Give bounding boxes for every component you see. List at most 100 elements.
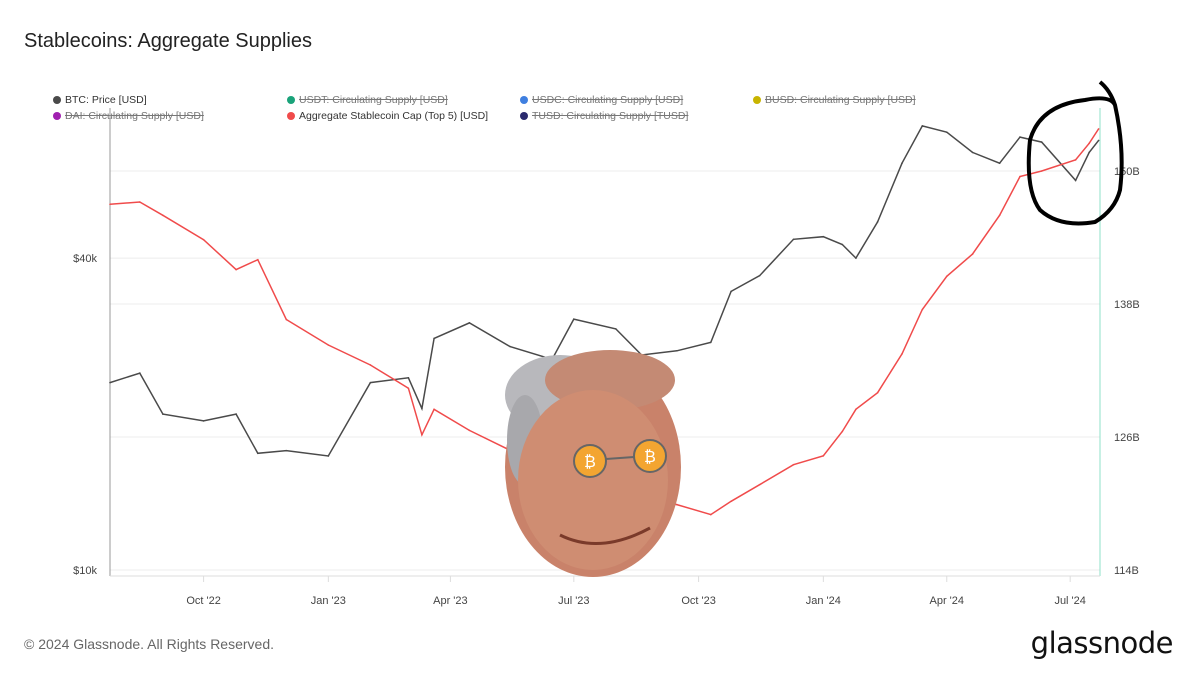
right-axis-tick-label: 150B [1114, 166, 1140, 178]
legend-btc-price[interactable]: BTC: Price [USD] [53, 94, 147, 106]
legend-dai[interactable]: DAI: Circulating Supply [USD] [53, 110, 204, 122]
stablecoin-cap-point [758, 483, 761, 486]
btc-price-point [921, 125, 924, 127]
btc-price-point [1074, 179, 1077, 182]
legend-busd[interactable]: BUSD: Circulating Supply [USD] [753, 94, 916, 106]
legend-dot-icon [520, 112, 528, 120]
x-axis-tick-label: Oct '23 [681, 595, 716, 607]
btc-price-point [433, 337, 435, 340]
btc-price-point [285, 449, 288, 452]
btc-price-point [1088, 151, 1090, 154]
stablecoin-cap-point [730, 500, 732, 503]
btc-price-point [676, 349, 678, 352]
stablecoin-cap-point [421, 433, 423, 436]
legend-dot-icon [53, 96, 61, 104]
btc-price-point [509, 345, 511, 348]
stablecoin-cap-point [676, 503, 678, 506]
chart-area: 114B 126B 138B 150B $10k $40k Oct '22 Jan '23 Ap… [73, 80, 1140, 607]
btc-price-point [257, 452, 259, 455]
btc-price-point [162, 413, 164, 415]
stablecoin-cap-point [285, 318, 288, 321]
stablecoin-cap-point [709, 513, 712, 516]
legend-usdc[interactable]: USDC: Circulating Supply [USD] [520, 94, 683, 106]
stablecoin-cap-point [945, 275, 948, 278]
stablecoin-cap-point [369, 364, 372, 366]
btc-price-point [876, 221, 879, 223]
x-axis-tick-label: Jul '23 [558, 595, 589, 607]
meme-face-image: ₿ ₿ [505, 350, 681, 577]
stablecoin-cap-point [1097, 128, 1100, 130]
stablecoin-cap-point [468, 429, 471, 432]
stablecoin-cap-point [235, 268, 237, 271]
btc-price-point [202, 420, 205, 422]
btc-price-point [1097, 139, 1100, 142]
right-axis-tick-label: 126B [1114, 432, 1140, 444]
btc-price-point [109, 381, 111, 384]
hand-drawn-circle-annotation [1026, 80, 1124, 226]
x-axis-tick-label: Jul '24 [1054, 595, 1085, 607]
stablecoin-cap-point [1088, 142, 1090, 145]
btc-price-point [792, 238, 795, 241]
stablecoin-cap-point [971, 253, 974, 255]
x-axis-tick-label: Apr '24 [929, 595, 964, 607]
stablecoin-cap-point [1040, 170, 1043, 172]
right-axis-tick-label: 138B [1114, 299, 1140, 311]
legend-aggregate-stablecoin-cap[interactable]: Aggregate Stablecoin Cap (Top 5) [USD] [287, 110, 488, 122]
stablecoin-cap-point [792, 463, 795, 466]
btc-price-point [235, 413, 237, 415]
btc-price-point [730, 290, 732, 293]
stablecoin-cap-point [855, 408, 857, 411]
stablecoin-cap-point [162, 214, 164, 217]
legend-dot-icon [287, 96, 295, 104]
btc-price-point [945, 131, 948, 134]
x-axis-tick-label: Jan '24 [806, 595, 841, 607]
btc-price-point [855, 257, 857, 259]
stablecoin-cap-point [921, 308, 924, 311]
stablecoin-cap-point [407, 387, 410, 390]
stablecoin-cap-point [841, 430, 844, 433]
glassnode-logo[interactable]: glassnode [1030, 626, 1174, 660]
btc-price-point [998, 162, 1001, 164]
btc-price-point [822, 235, 825, 238]
btc-price-point [615, 328, 617, 330]
btc-price-point [407, 376, 410, 379]
btc-price-point [139, 372, 141, 374]
stablecoin-cap-point [1074, 159, 1077, 161]
btc-price-point [841, 243, 844, 246]
btc-price-point [468, 322, 471, 324]
svg-text:₿: ₿ [644, 447, 656, 466]
stablecoin-cap-point [257, 258, 259, 261]
stablecoin-cap-point [202, 238, 205, 241]
right-axis-tick-label: 114B [1114, 565, 1139, 577]
stablecoin-cap-point [822, 455, 825, 457]
copyright-footer: © 2024 Glassnode. All Rights Reserved. [24, 636, 275, 652]
stablecoin-cap-point [1019, 175, 1021, 178]
x-axis-tick-label: Apr '23 [433, 595, 468, 607]
btc-price-point [709, 341, 712, 344]
btc-price-point [369, 381, 372, 384]
btc-price-point [1019, 136, 1021, 138]
x-axis-tick-label: Oct '22 [186, 595, 221, 607]
btc-price-point [421, 407, 423, 410]
stablecoin-cap-point [998, 214, 1001, 217]
x-axis-tick-label: Jan '23 [311, 595, 346, 607]
legend-tusd[interactable]: TUSD: Circulating Supply [TUSD] [520, 110, 688, 122]
left-axis-tick-label: $10k [73, 565, 97, 577]
btc-price-point [327, 455, 330, 457]
legend-dot-icon [287, 112, 295, 120]
btc-price-point [1040, 141, 1043, 143]
btc-price-point [758, 274, 761, 277]
btc-price-point [971, 151, 974, 154]
svg-text:₿: ₿ [584, 452, 596, 471]
stablecoin-cap-point [327, 344, 330, 346]
btc-price-point [901, 162, 903, 164]
legend-dot-icon [520, 96, 528, 104]
legend-dot-icon [753, 96, 761, 104]
stablecoin-cap-point [139, 201, 141, 203]
stablecoin-cap-point [876, 391, 879, 394]
legend-dot-icon [53, 112, 61, 120]
legend-usdt[interactable]: USDT: Circulating Supply [USD] [287, 94, 448, 106]
btc-price-point [573, 318, 575, 320]
left-axis-tick-label: $40k [73, 253, 97, 265]
chart-title: Stablecoins: Aggregate Supplies [24, 30, 312, 52]
